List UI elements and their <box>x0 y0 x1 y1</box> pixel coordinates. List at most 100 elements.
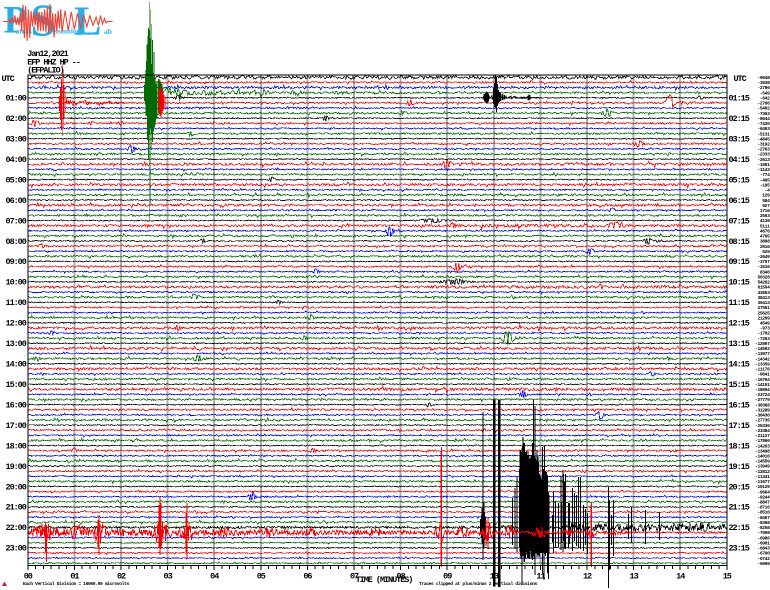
svg-text:8346: 8346 <box>760 269 770 275</box>
svg-text:27561: 27561 <box>757 305 770 311</box>
svg-text:-11677: -11677 <box>755 479 770 485</box>
svg-text:-25336: -25336 <box>755 423 770 429</box>
svg-text:03:00: 03:00 <box>6 134 27 144</box>
svg-text:01: 01 <box>70 572 79 582</box>
svg-text:4138: 4138 <box>760 218 770 224</box>
svg-text:-1143: -1143 <box>757 167 770 173</box>
svg-text:-14016: -14016 <box>755 453 770 459</box>
svg-text:584: 584 <box>762 198 770 204</box>
svg-text:43653: 43653 <box>757 290 770 296</box>
svg-text:01:15: 01:15 <box>729 94 750 104</box>
svg-text:-6986: -6986 <box>757 535 770 541</box>
svg-text:-6699: -6699 <box>757 561 770 567</box>
svg-text:-2649: -2649 <box>757 254 770 260</box>
svg-text:-642: -642 <box>760 95 770 101</box>
svg-text:-2796: -2796 <box>757 85 770 91</box>
svg-text:5111: 5111 <box>760 223 770 229</box>
svg-text:-13498: -13498 <box>755 448 770 454</box>
svg-text:-8467: -8467 <box>757 515 770 521</box>
svg-text:-31289: -31289 <box>755 407 770 413</box>
svg-text:ab: ab <box>104 27 112 36</box>
svg-text:05:00: 05:00 <box>6 175 27 185</box>
svg-text:17:00: 17:00 <box>6 421 27 431</box>
svg-text:10: 10 <box>490 572 499 582</box>
svg-text:-21127: -21127 <box>755 433 770 439</box>
svg-text:02:00: 02:00 <box>6 114 27 124</box>
svg-text:Traces clipped at plus/minus 2: Traces clipped at plus/minus 2 vertical … <box>419 581 538 587</box>
svg-text:04:15: 04:15 <box>729 155 750 165</box>
svg-text:-14559: -14559 <box>755 459 770 465</box>
svg-text:-23724: -23724 <box>755 392 770 398</box>
svg-text:-6493: -6493 <box>757 126 770 132</box>
svg-text:-2613: -2613 <box>757 157 770 163</box>
svg-text:2563: 2563 <box>760 213 770 219</box>
svg-text:-14342: -14342 <box>755 356 770 362</box>
svg-text:-4845: -4845 <box>757 136 770 142</box>
svg-text:-13977: -13977 <box>755 351 770 357</box>
svg-text:-18694: -18694 <box>755 387 770 393</box>
svg-text:-8044: -8044 <box>757 116 770 122</box>
svg-text:-13359: -13359 <box>755 361 770 367</box>
svg-text:04:00: 04:00 <box>6 155 27 165</box>
svg-text:12:15: 12:15 <box>729 319 750 329</box>
svg-text:18:00: 18:00 <box>6 441 27 451</box>
svg-text:927: 927 <box>762 203 770 209</box>
svg-text:21:00: 21:00 <box>6 503 27 513</box>
svg-text:-9641: -9641 <box>757 372 770 378</box>
svg-text:38413: 38413 <box>757 295 770 301</box>
svg-text:20:15: 20:15 <box>729 482 750 492</box>
svg-text:15: 15 <box>723 572 732 582</box>
svg-text:TIME (MINUTES): TIME (MINUTES) <box>356 575 413 585</box>
svg-text:09: 09 <box>443 572 452 582</box>
svg-text:50328: 50328 <box>757 274 770 280</box>
svg-text:-4: -4 <box>765 188 770 194</box>
svg-text:-6901: -6901 <box>757 540 770 546</box>
svg-text:-30368: -30368 <box>755 402 770 408</box>
svg-text:10:15: 10:15 <box>729 278 750 288</box>
svg-text:-14263: -14263 <box>755 443 770 449</box>
svg-text:54262: 54262 <box>757 280 770 286</box>
svg-text:eismology: eismology <box>53 26 85 35</box>
svg-text:-7098: -7098 <box>757 530 770 536</box>
svg-text:1716: 1716 <box>760 208 770 214</box>
svg-text:EFP HHZ HP --: EFP HHZ HP -- <box>27 57 80 67</box>
svg-text:-9244: -9244 <box>757 494 770 500</box>
svg-text:05: 05 <box>257 572 266 582</box>
svg-text:-195: -195 <box>760 182 770 188</box>
svg-text:-5131: -5131 <box>757 131 770 137</box>
svg-text:19:15: 19:15 <box>729 462 750 472</box>
svg-text:03:15: 03:15 <box>729 134 750 144</box>
svg-text:14: 14 <box>676 572 685 582</box>
svg-text:07: 07 <box>350 572 359 582</box>
svg-text:-27779: -27779 <box>755 397 770 403</box>
svg-text:529: 529 <box>762 249 770 255</box>
svg-text:-14151: -14151 <box>755 382 770 388</box>
svg-text:23:15: 23:15 <box>729 544 750 554</box>
svg-text:-3757: -3757 <box>757 259 770 265</box>
svg-text:-7363: -7363 <box>757 111 770 117</box>
svg-text:20:00: 20:00 <box>6 482 27 492</box>
svg-text:UTC: UTC <box>2 74 15 84</box>
svg-text:01:00: 01:00 <box>6 94 27 104</box>
svg-text:129: 129 <box>762 193 770 199</box>
svg-text:-7263: -7263 <box>757 336 770 342</box>
svg-text:11:00: 11:00 <box>6 298 27 308</box>
svg-text:4765: 4765 <box>760 234 770 240</box>
svg-text:-495: -495 <box>760 177 770 183</box>
svg-text:16:15: 16:15 <box>729 400 750 410</box>
svg-text:2916: 2916 <box>760 244 770 250</box>
svg-text:-973: -973 <box>760 326 770 332</box>
svg-text:14:00: 14:00 <box>6 360 27 370</box>
svg-text:11: 11 <box>536 572 545 582</box>
svg-text:-2333: -2333 <box>757 152 770 158</box>
svg-text:25625: 25625 <box>757 310 770 316</box>
svg-text:-1516: -1516 <box>757 264 770 270</box>
svg-text:04: 04 <box>210 572 219 582</box>
svg-text:-549: -549 <box>760 90 770 96</box>
svg-text:-1702: -1702 <box>757 331 770 337</box>
svg-text:13: 13 <box>630 572 639 582</box>
svg-text:-774: -774 <box>760 172 770 178</box>
svg-text:12:00: 12:00 <box>6 319 27 329</box>
svg-text:07:15: 07:15 <box>729 216 750 226</box>
svg-text:-13949: -13949 <box>755 464 770 470</box>
